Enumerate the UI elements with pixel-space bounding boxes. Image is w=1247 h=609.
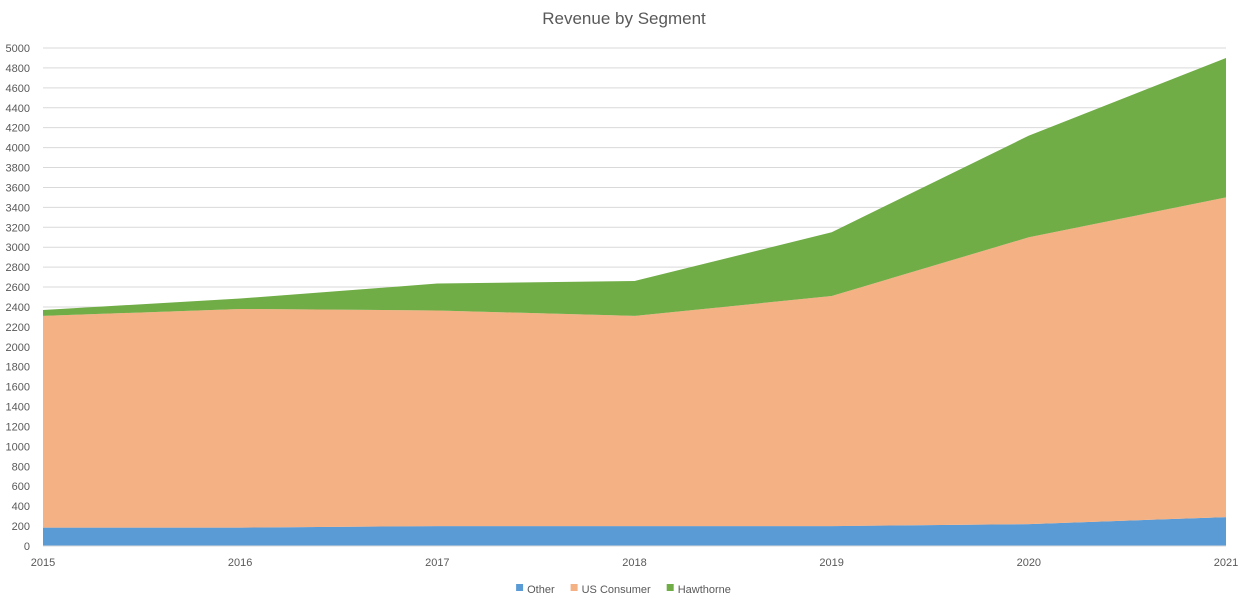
- x-tick-label: 2019: [819, 557, 843, 569]
- legend-item-other: Other: [516, 584, 555, 596]
- y-tick-label: 2800: [6, 262, 30, 274]
- area-hawthorne: [43, 57, 1226, 316]
- legend-swatch: [570, 584, 578, 591]
- y-tick-label: 2400: [6, 302, 30, 314]
- y-tick-label: 4200: [6, 123, 30, 135]
- y-tick-label: 1800: [6, 362, 30, 374]
- x-tick-label: 2020: [1017, 557, 1041, 569]
- legend-label: Other: [527, 584, 555, 596]
- y-tick-label: 200: [12, 521, 30, 533]
- legend-item-us-consumer: US Consumer: [570, 584, 651, 596]
- series-areas: [43, 57, 1226, 546]
- y-tick-label: 3200: [6, 222, 30, 234]
- y-tick-label: 800: [12, 461, 30, 473]
- y-tick-label: 3000: [6, 242, 30, 254]
- legend-label: Hawthorne: [678, 584, 731, 596]
- y-tick-label: 4800: [6, 63, 30, 75]
- legend-item-hawthorne: Hawthorne: [666, 584, 731, 596]
- y-tick-label: 3800: [6, 163, 30, 175]
- y-tick-label: 5000: [6, 43, 30, 55]
- y-tick-label: 0: [24, 541, 30, 553]
- y-tick-label: 1200: [6, 421, 30, 433]
- legend-swatch: [516, 584, 524, 591]
- legend-swatch: [666, 584, 674, 591]
- x-tick-label: 2018: [622, 557, 646, 569]
- legend-label: US Consumer: [582, 584, 651, 596]
- y-tick-label: 1000: [6, 441, 30, 453]
- legend: Other US Consumer Hawthorne: [516, 584, 731, 596]
- x-tick-label: 2017: [425, 557, 449, 569]
- y-tick-label: 4400: [6, 103, 30, 115]
- y-tick-label: 2200: [6, 322, 30, 334]
- y-tick-label: 1400: [6, 402, 30, 414]
- axes: 0 200 400 600 800 1000 1200 1400 1600 1800 2000 220…: [6, 43, 1239, 569]
- x-tick-label: 2016: [228, 557, 252, 569]
- y-tick-label: 600: [12, 481, 30, 493]
- x-tick-label: 2015: [31, 557, 55, 569]
- y-tick-label: 4000: [6, 143, 30, 155]
- y-tick-label: 2600: [6, 282, 30, 294]
- y-tick-label: 2000: [6, 342, 30, 354]
- x-tick-label: 2021: [1214, 557, 1238, 569]
- y-tick-label: 3400: [6, 202, 30, 214]
- area-us-consumer: [43, 197, 1226, 528]
- chart-title: Revenue by Segment: [542, 9, 706, 28]
- area-other: [43, 517, 1226, 546]
- y-tick-label: 400: [12, 501, 30, 513]
- y-tick-label: 3600: [6, 182, 30, 194]
- y-tick-label: 1600: [6, 382, 30, 394]
- y-tick-label: 4600: [6, 83, 30, 95]
